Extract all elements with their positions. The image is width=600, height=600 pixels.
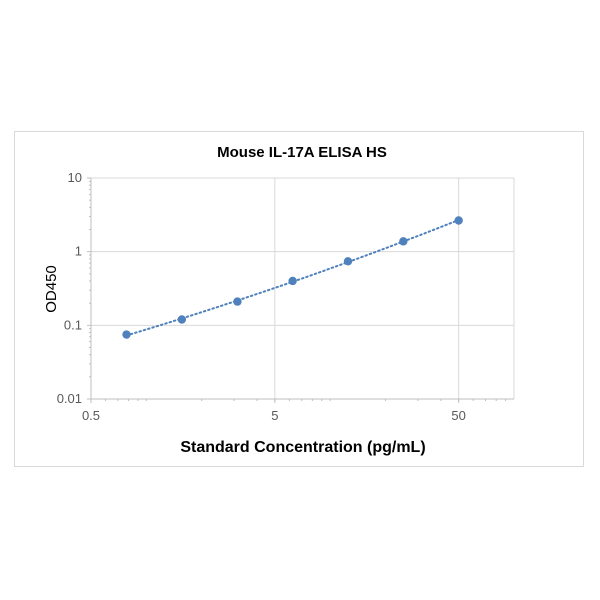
y-tick-label: 0.1 <box>64 317 82 332</box>
point-layer <box>122 216 463 339</box>
y-tick-label: 1 <box>75 244 82 259</box>
data-point <box>177 315 187 324</box>
data-point <box>233 297 242 306</box>
x-tick-label: 5 <box>271 408 278 423</box>
y-tick-label: 0.01 <box>57 391 82 406</box>
tick-label-layer: 10 1 0.1 0.010.5 5 50 <box>57 170 466 423</box>
y-axis-title: OD450 <box>43 265 60 313</box>
x-tick-label: 0.5 <box>82 408 100 423</box>
data-point <box>288 276 297 286</box>
data-point <box>122 330 131 339</box>
x-tick-label: 50 <box>451 408 465 423</box>
x-axis-title: Standard Concentration (pg/mL) <box>180 439 425 456</box>
data-point <box>343 257 353 266</box>
data-point <box>454 216 463 225</box>
chart-frame <box>14 131 584 467</box>
data-point <box>399 237 408 246</box>
axis-layer <box>87 177 514 403</box>
chart-title: Mouse IL-17A ELISA HS <box>217 144 387 161</box>
y-tick-label: 10 <box>68 170 82 185</box>
grid-layer <box>91 177 515 399</box>
